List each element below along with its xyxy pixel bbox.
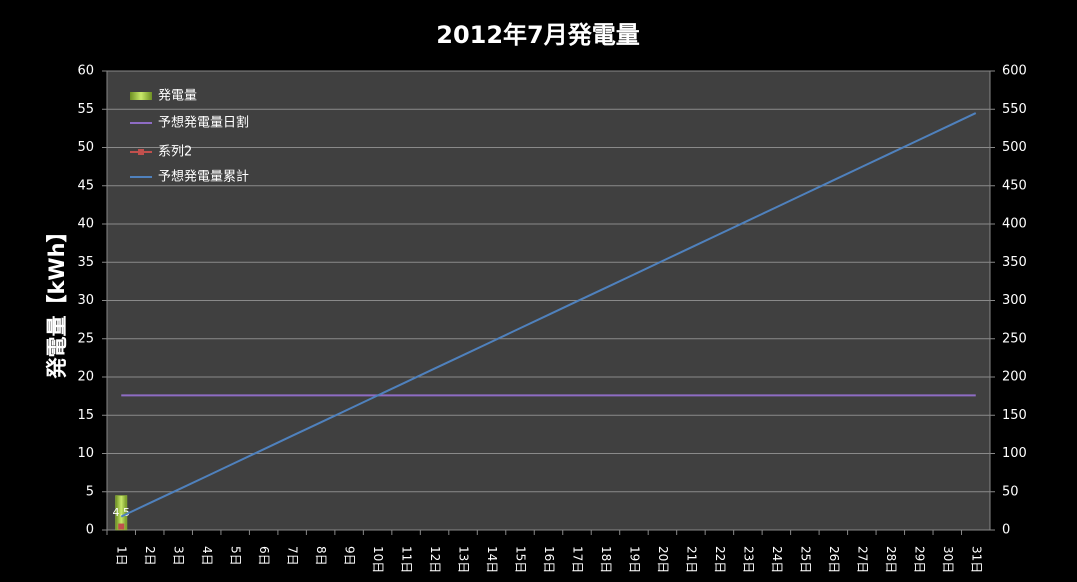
x-tick-label: 29日 — [912, 546, 926, 573]
x-tick-label: 10日 — [371, 546, 385, 573]
x-tick-label: 2日 — [143, 546, 157, 566]
y2-tick-label: 250 — [1002, 331, 1027, 346]
y-tick-label: 60 — [77, 64, 94, 79]
x-tick-label: 15日 — [514, 546, 528, 573]
x-tick-label: 23日 — [741, 546, 755, 573]
y2-tick-label: 300 — [1002, 293, 1027, 308]
y-tick-label: 0 — [86, 523, 94, 538]
x-tick-label: 22日 — [713, 546, 727, 573]
x-tick-label: 5日 — [229, 546, 243, 566]
x-tick-label: 19日 — [627, 546, 641, 573]
y2-tick-label: 550 — [1002, 102, 1027, 117]
x-tick-label: 8日 — [314, 546, 328, 566]
x-tick-label: 28日 — [884, 546, 898, 573]
y2-tick-label: 0 — [1002, 523, 1010, 538]
x-tick-label: 13日 — [457, 546, 471, 573]
line — [120, 112, 977, 518]
data-label: 4.5 — [112, 506, 130, 519]
legend-label: 予想発電量日割 — [158, 115, 249, 131]
y-tick-label: 20 — [77, 370, 94, 385]
x-tick-label: 24日 — [770, 546, 784, 573]
x-tick-label: 25日 — [798, 546, 812, 573]
y-tick-label: 50 — [77, 140, 94, 155]
legend-label: 発電量 — [158, 89, 197, 104]
y-tick-label: 30 — [77, 293, 94, 308]
y2-tick-label: 100 — [1002, 446, 1027, 461]
x-tick-label: 16日 — [542, 546, 556, 573]
x-tick-label: 20日 — [656, 546, 670, 573]
x-tick-label: 3日 — [172, 546, 186, 566]
legend-label: 系列2 — [158, 145, 192, 160]
y-axis-label: 発電量【kWh】 — [45, 221, 69, 379]
y2-tick-label: 200 — [1002, 370, 1027, 385]
y-tick-label: 55 — [77, 102, 94, 117]
y-tick-label: 45 — [77, 178, 94, 193]
y-tick-label: 5 — [86, 484, 94, 499]
x-tick-label: 4日 — [200, 546, 214, 566]
x-tick-label: 9日 — [343, 546, 357, 566]
x-tick-label: 18日 — [599, 546, 613, 573]
legend-marker — [138, 149, 144, 155]
x-tick-label: 31日 — [969, 546, 983, 573]
y2-tick-label: 500 — [1002, 140, 1027, 155]
y-tick-label: 10 — [77, 446, 94, 461]
y-tick-label: 15 — [77, 408, 94, 423]
y-tick-label: 25 — [77, 331, 94, 346]
y2-tick-label: 400 — [1002, 217, 1027, 232]
x-tick-label: 14日 — [485, 546, 499, 573]
x-tick-label: 27日 — [855, 546, 869, 573]
y2-tick-label: 150 — [1002, 408, 1027, 423]
x-tick-label: 11日 — [400, 546, 414, 573]
x-tick-label: 17日 — [570, 546, 584, 573]
y2-tick-label: 600 — [1002, 64, 1027, 79]
y-tick-label: 40 — [77, 217, 94, 232]
x-tick-label: 30日 — [941, 546, 955, 573]
y2-tick-label: 450 — [1002, 178, 1027, 193]
marker — [118, 523, 125, 530]
legend-label: 予想発電量累計 — [158, 169, 249, 185]
x-tick-label: 1日 — [115, 546, 129, 566]
x-tick-label: 7日 — [286, 546, 300, 566]
x-tick-label: 26日 — [827, 546, 841, 573]
y2-tick-label: 350 — [1002, 255, 1027, 270]
y-tick-label: 35 — [77, 255, 94, 270]
x-tick-label: 12日 — [428, 546, 442, 573]
legend-swatch — [130, 92, 152, 100]
y2-tick-label: 50 — [1002, 484, 1019, 499]
x-tick-label: 21日 — [684, 546, 698, 573]
chart-title: 2012年7月発電量 — [436, 21, 640, 49]
x-tick-label: 6日 — [257, 546, 271, 566]
